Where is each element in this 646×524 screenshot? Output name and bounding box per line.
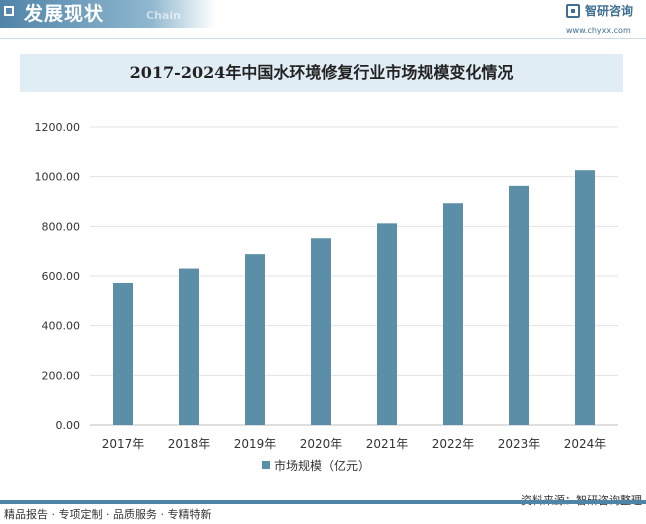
- bar: [245, 254, 265, 425]
- header-divider: [0, 38, 646, 39]
- bar: [179, 268, 199, 425]
- y-tick-label: 1200.00: [35, 121, 81, 134]
- legend-swatch: [262, 461, 270, 469]
- header-banner: [0, 0, 215, 28]
- x-tick-label: 2018年: [168, 437, 211, 451]
- bar: [377, 223, 397, 425]
- bar: [311, 238, 331, 425]
- y-tick-label: 600.00: [42, 270, 81, 283]
- y-tick-label: 200.00: [42, 369, 81, 382]
- brand-logo: 智研咨询 www.chyxx.com: [566, 3, 646, 37]
- section-title: 发展现状: [24, 3, 105, 25]
- x-tick-label: 2021年: [366, 437, 409, 451]
- x-tick-label: 2022年: [432, 437, 475, 451]
- y-tick-label: 0.00: [56, 419, 81, 432]
- logo-name: 智研咨询: [585, 4, 634, 18]
- x-tick-label: 2023年: [498, 437, 541, 451]
- y-tick-label: 800.00: [42, 220, 81, 233]
- x-tick-label: 2020年: [300, 437, 343, 451]
- header-square-icon: [4, 6, 14, 16]
- bar: [509, 185, 529, 425]
- section-subtitle: Chain: [146, 9, 181, 22]
- bar: [575, 170, 595, 425]
- footer-tagline: 精品报告 · 专项定制 · 品质服务 · 专精特新: [4, 508, 212, 521]
- x-tick-label: 2024年: [564, 437, 607, 451]
- x-tick-label: 2017年: [102, 437, 145, 451]
- y-tick-label: 400.00: [42, 320, 81, 333]
- section-header: 发展现状 Chain 智研咨询 www.chyxx.com: [0, 0, 646, 39]
- y-tick-label: 1000.00: [35, 171, 81, 184]
- legend-label: 市场规模（亿元）: [274, 458, 370, 473]
- logo-url: www.chyxx.com: [566, 26, 631, 35]
- bar: [113, 282, 133, 425]
- logo-icon: [566, 4, 580, 18]
- chart-title: 2017-2024年中国水环境修复行业市场规模变化情况: [129, 63, 514, 82]
- footer-divider: [0, 500, 646, 504]
- chart-title-box: 2017-2024年中国水环境修复行业市场规模变化情况: [20, 54, 623, 92]
- x-tick-label: 2019年: [234, 437, 277, 451]
- bar: [443, 203, 463, 425]
